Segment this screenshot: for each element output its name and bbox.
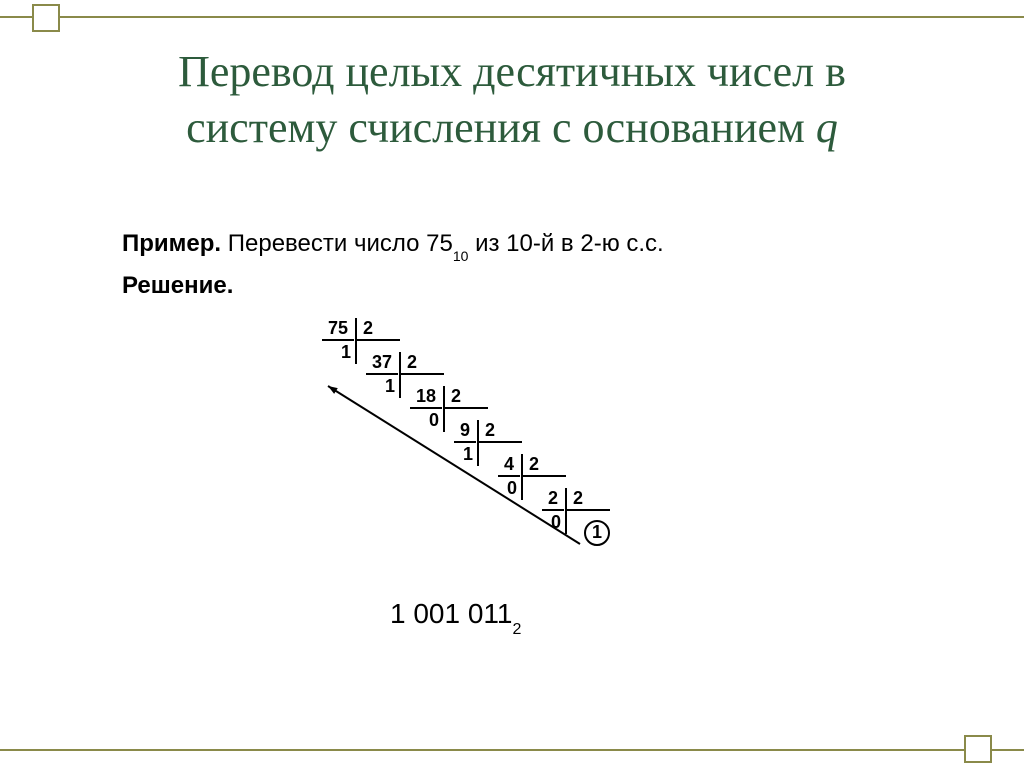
svg-text:1: 1	[385, 376, 395, 396]
svg-text:4: 4	[504, 454, 514, 474]
svg-text:75: 75	[328, 318, 348, 338]
title-line1: Перевод целых десятичных чисел в	[178, 47, 846, 96]
answer-sub: 2	[513, 621, 522, 638]
svg-text:2: 2	[573, 488, 583, 508]
svg-text:0: 0	[507, 478, 517, 498]
corner-square-tl	[32, 4, 60, 32]
title-q: q	[816, 103, 838, 152]
svg-text:2: 2	[485, 420, 495, 440]
svg-text:1: 1	[592, 522, 602, 542]
example-suffix: из 10-й в 2-ю с.с.	[468, 230, 663, 257]
svg-text:2: 2	[548, 488, 558, 508]
answer: 1 001 0112	[390, 598, 521, 635]
corner-square-br	[964, 735, 992, 763]
example-label: Пример.	[122, 230, 221, 257]
svg-text:2: 2	[529, 454, 539, 474]
bottom-rule	[0, 749, 1024, 751]
title-line2: систему счисления с основанием	[186, 103, 816, 152]
svg-text:2: 2	[407, 352, 417, 372]
svg-text:2: 2	[363, 318, 373, 338]
svg-text:18: 18	[416, 386, 436, 406]
svg-text:1: 1	[463, 444, 473, 464]
slide-title: Перевод целых десятичных чисел в систему…	[0, 44, 1024, 157]
example-sub: 10	[453, 248, 469, 264]
division-ladder: 7521372118209214202201	[304, 312, 664, 582]
top-rule	[0, 16, 1024, 18]
answer-prefix: 1 001 011	[390, 598, 513, 629]
example-line: Пример. Перевести число 7510 из 10-й в 2…	[122, 230, 664, 260]
svg-text:37: 37	[372, 352, 392, 372]
svg-text:2: 2	[451, 386, 461, 406]
svg-text:1: 1	[341, 342, 351, 362]
svg-text:9: 9	[460, 420, 470, 440]
example-prefix: Перевести число 75	[221, 230, 453, 257]
svg-text:0: 0	[429, 410, 439, 430]
solution-label: Решение.	[122, 272, 233, 300]
